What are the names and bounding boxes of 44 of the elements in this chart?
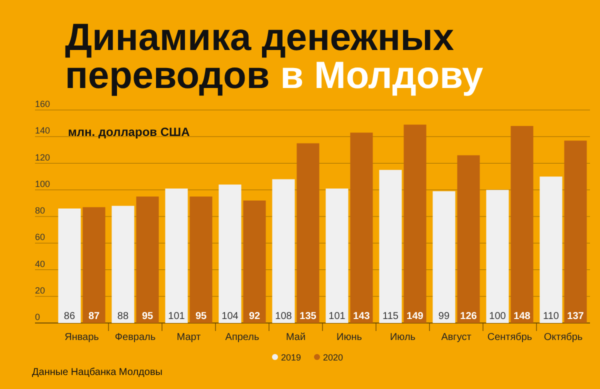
data-label: 115 — [382, 311, 399, 322]
x-tick-label: Октябрь — [544, 332, 583, 343]
y-tick-label: 60 — [35, 232, 46, 242]
data-label: 149 — [406, 311, 424, 322]
data-label: 104 — [222, 311, 239, 322]
x-tick-label: Сентябрь — [487, 332, 532, 343]
x-tick-label: Март — [176, 332, 202, 343]
data-label: 87 — [88, 311, 100, 322]
y-tick-label: 0 — [35, 312, 40, 322]
x-tick-label: Июль — [390, 332, 416, 343]
data-label: 126 — [460, 311, 478, 322]
y-axis-title: млн. долларов США — [68, 125, 190, 139]
text: Данные Нацбанка Молдовы — [32, 367, 162, 378]
data-label: 108 — [275, 311, 292, 322]
y-tick-label: 100 — [35, 178, 50, 189]
data-label: 86 — [64, 311, 76, 322]
data-label: 135 — [300, 311, 317, 322]
data-label: 92 — [248, 311, 261, 322]
y-tick-label: 160 — [35, 99, 50, 109]
data-label: 95 — [142, 311, 154, 322]
data-label: 101 — [168, 311, 186, 322]
x-tick-label: Апрель — [225, 332, 260, 343]
legend-label: 2020 — [323, 352, 344, 362]
y-tick-label: 20 — [35, 285, 46, 296]
data-label: 100 — [489, 311, 506, 322]
data-label: 88 — [117, 311, 129, 322]
x-tick-label: Май — [286, 332, 306, 343]
x-tick-label: Январь — [64, 332, 99, 343]
data-label: 143 — [353, 311, 370, 322]
x-tick-label: Февраль — [114, 332, 156, 343]
data-label: 95 — [195, 311, 208, 322]
x-tick-label: Август — [441, 332, 472, 343]
y-tick-label: 120 — [35, 152, 50, 162]
data-label: 101 — [328, 311, 346, 322]
legend-label: 2019 — [281, 352, 302, 362]
data-label: 99 — [438, 311, 450, 322]
y-tick-label: 140 — [35, 126, 50, 136]
x-tick-label: Июнь — [336, 332, 362, 343]
chart-title: Динамика денежных переводов в Молдову — [65, 17, 484, 97]
data-label: 148 — [514, 311, 531, 322]
y-tick-label: 40 — [35, 258, 46, 269]
data-label: 110 — [543, 311, 560, 322]
y-tick-label: 80 — [35, 206, 46, 216]
data-label: 137 — [567, 311, 584, 322]
